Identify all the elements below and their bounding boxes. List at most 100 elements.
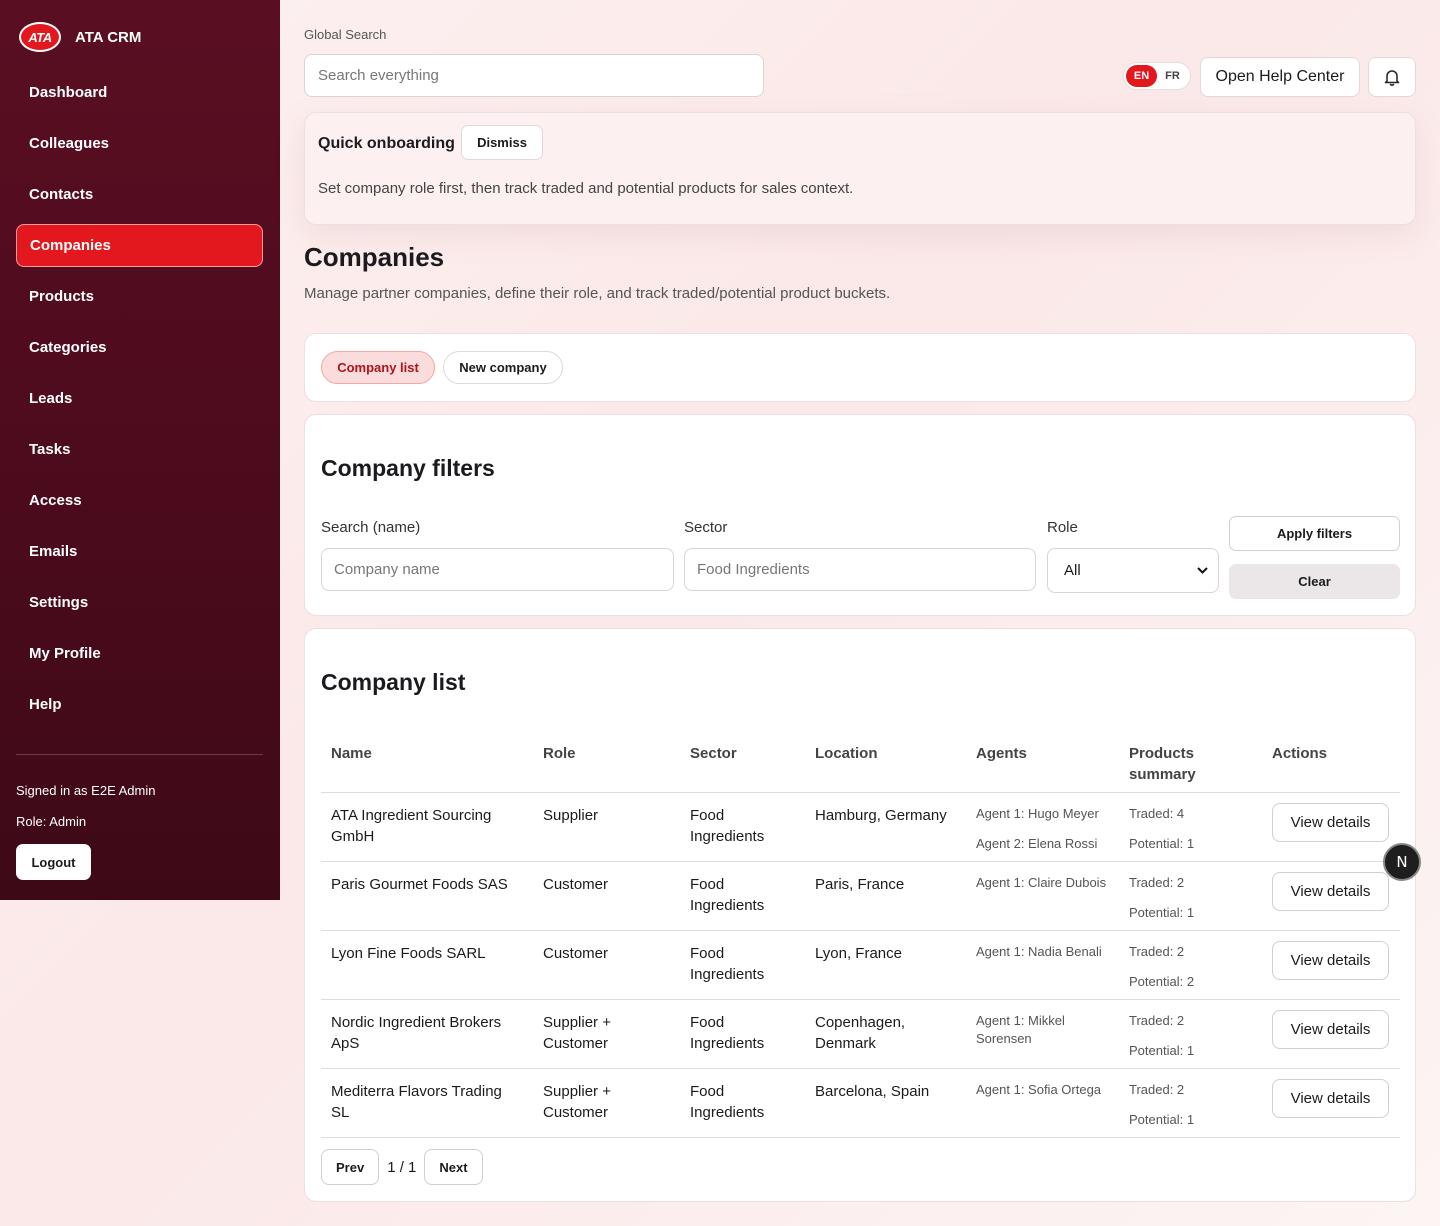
company-agents: Agent 1: Nadia Benali — [966, 930, 1119, 1000]
table-row: Paris Gourmet Foods SAS Customer Food In… — [321, 861, 1400, 931]
view-details-button[interactable]: View details — [1272, 1078, 1389, 1118]
page-info: 1 / 1 — [387, 1158, 417, 1176]
lang-en[interactable]: EN — [1126, 65, 1157, 87]
view-details-button[interactable]: View details — [1272, 940, 1389, 980]
sector-input[interactable] — [684, 548, 1036, 591]
sidebar-item-leads[interactable]: Leads — [29, 390, 73, 407]
open-help-center-button[interactable]: Open Help Center — [1200, 57, 1360, 97]
lang-fr[interactable]: FR — [1165, 70, 1180, 82]
ata-logo: ATA — [19, 22, 61, 52]
page-title: Companies — [304, 242, 445, 272]
company-location: Lyon, France — [805, 930, 966, 1000]
company-sector: Food Ingredients — [680, 861, 805, 931]
dev-tools-badge[interactable]: N — [1383, 843, 1421, 881]
table-row: Mediterra Flavors Trading SL Supplier + … — [321, 1068, 1400, 1138]
next-page-button[interactable]: Next — [424, 1149, 483, 1185]
row-actions: View details — [1262, 861, 1400, 931]
sidebar: ATA ATA CRM Dashboard Colleagues Contact… — [0, 0, 280, 900]
tabs-card: Company list New company — [304, 333, 1416, 402]
clear-filters-button[interactable]: Clear — [1229, 564, 1400, 599]
sidebar-item-my-profile[interactable]: My Profile — [29, 645, 101, 662]
sidebar-item-contacts[interactable]: Contacts — [29, 186, 94, 203]
app-name: ATA CRM — [75, 28, 142, 46]
table-row: Nordic Ingredient Brokers ApS Supplier +… — [321, 999, 1400, 1069]
traded-count: Traded: 2 — [1129, 1081, 1185, 1097]
global-search-label: Global Search — [304, 27, 387, 42]
col-agents[interactable]: Agents — [966, 739, 1119, 793]
company-location: Paris, France — [805, 861, 966, 931]
row-actions: View details — [1262, 930, 1400, 1000]
col-sector[interactable]: Sector — [680, 739, 805, 793]
logout-button[interactable]: Logout — [16, 844, 91, 880]
col-location[interactable]: Location — [805, 739, 966, 793]
sidebar-item-products[interactable]: Products — [29, 288, 95, 305]
traded-count: Traded: 2 — [1129, 874, 1185, 890]
sidebar-item-categories[interactable]: Categories — [29, 339, 107, 356]
role-select[interactable]: All — [1047, 548, 1219, 593]
company-role: Customer — [533, 930, 680, 1000]
company-sector: Food Ingredients — [680, 1068, 805, 1138]
row-actions: View details — [1262, 1068, 1400, 1138]
table-row: Lyon Fine Foods SARL Customer Food Ingre… — [321, 930, 1400, 1000]
potential-count: Potential: 2 — [1129, 973, 1195, 989]
company-sector: Food Ingredients — [680, 930, 805, 1000]
language-toggle: EN FR — [1123, 62, 1191, 90]
traded-count: Traded: 2 — [1129, 1012, 1185, 1028]
sidebar-item-tasks[interactable]: Tasks — [29, 441, 71, 458]
dismiss-button[interactable]: Dismiss — [461, 125, 543, 160]
company-name: Mediterra Flavors Trading SL — [321, 1068, 533, 1138]
filters-card: Company filters Search (name) Sector Rol… — [304, 414, 1416, 616]
company-location: Barcelona, Spain — [805, 1068, 966, 1138]
table-row: ATA Ingredient Sourcing GmbH Supplier Fo… — [321, 792, 1400, 862]
onboarding-title: Quick onboarding — [318, 135, 455, 152]
view-details-button[interactable]: View details — [1272, 802, 1389, 842]
sidebar-item-settings[interactable]: Settings — [29, 594, 89, 611]
tab-new-company[interactable]: New company — [443, 351, 563, 384]
company-name: Paris Gourmet Foods SAS — [321, 861, 533, 931]
apply-filters-button[interactable]: Apply filters — [1229, 516, 1400, 551]
company-name-input[interactable] — [321, 548, 674, 591]
sidebar-item-dashboard[interactable]: Dashboard — [29, 84, 108, 101]
role-select-value: All — [1064, 562, 1081, 579]
view-details-button[interactable]: View details — [1272, 871, 1389, 911]
sidebar-item-companies[interactable]: Companies — [16, 224, 263, 267]
onboarding-text: Set company role first, then track trade… — [318, 180, 854, 197]
agent-1: Agent 1: Claire Dubois — [976, 874, 1107, 890]
company-role: Supplier + Customer — [533, 999, 680, 1069]
agent-2: Agent 2: Elena Rossi — [976, 835, 1098, 851]
traded-count: Traded: 2 — [1129, 943, 1185, 959]
notifications-button[interactable] — [1368, 57, 1416, 97]
col-name[interactable]: Name — [321, 739, 533, 793]
sidebar-item-emails[interactable]: Emails — [29, 543, 78, 560]
row-actions: View details — [1262, 999, 1400, 1069]
signed-in-text: Signed in as E2E Admin — [16, 783, 156, 798]
row-actions: View details — [1262, 792, 1400, 862]
company-sector: Food Ingredients — [680, 792, 805, 862]
col-products-summary[interactable]: Products summary — [1119, 739, 1262, 793]
potential-count: Potential: 1 — [1129, 1042, 1195, 1058]
sidebar-item-help[interactable]: Help — [29, 696, 62, 713]
company-location: Copenhagen, Denmark — [805, 999, 966, 1069]
name-filter-label: Search (name) — [321, 519, 421, 536]
role-filter-label: Role — [1047, 519, 1078, 536]
company-table: Name Role Sector Location Agents Product… — [321, 739, 1400, 1138]
sidebar-item-access[interactable]: Access — [29, 492, 82, 509]
company-products: Traded: 2 Potential: 1 — [1119, 1068, 1262, 1138]
table-header-row: Name Role Sector Location Agents Product… — [321, 739, 1400, 793]
prev-page-button[interactable]: Prev — [321, 1149, 380, 1185]
tab-company-list[interactable]: Company list — [321, 351, 435, 384]
filters-title: Company filters — [321, 455, 495, 481]
traded-count: Traded: 4 — [1129, 805, 1185, 821]
company-agents: Agent 1: Mikkel Sorensen — [966, 999, 1119, 1069]
brand[interactable]: ATA ATA CRM — [19, 22, 141, 52]
sidebar-item-colleagues[interactable]: Colleagues — [29, 135, 110, 152]
agent-1: Agent 1: Nadia Benali — [976, 943, 1102, 959]
col-role[interactable]: Role — [533, 739, 680, 793]
bell-icon — [1384, 70, 1400, 86]
agent-1: Agent 1: Hugo Meyer — [976, 805, 1099, 821]
view-details-button[interactable]: View details — [1272, 1009, 1389, 1049]
company-products: Traded: 2 Potential: 1 — [1119, 999, 1262, 1069]
pagination: Prev 1 / 1 Next — [321, 1149, 483, 1185]
global-search-input[interactable] — [304, 54, 764, 97]
company-list-card: Company list Name Role Sector Location A… — [304, 628, 1416, 1202]
